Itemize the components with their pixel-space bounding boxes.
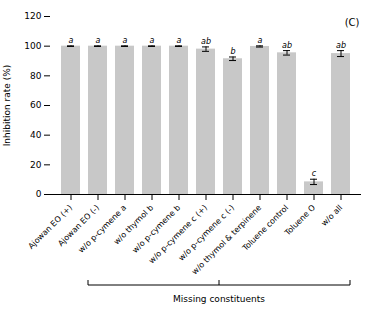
svg-text:w/o p-cymene a: w/o p-cymene a	[77, 203, 129, 255]
svg-text:w/o p-cymene c (+): w/o p-cymene c (+)	[147, 203, 210, 266]
svg-text:ab: ab	[201, 37, 211, 46]
svg-text:Ajowan EO (-): Ajowan EO (-)	[56, 203, 102, 249]
svg-text:100: 100	[24, 41, 41, 51]
svg-text:(C): (C)	[345, 17, 360, 28]
svg-text:120: 120	[24, 11, 41, 21]
svg-text:ab: ab	[336, 41, 346, 50]
svg-text:b: b	[230, 47, 235, 56]
svg-text:a: a	[177, 36, 182, 45]
svg-text:0: 0	[36, 189, 42, 199]
svg-text:20: 20	[30, 160, 42, 170]
svg-text:Missing constituents: Missing constituents	[173, 294, 265, 304]
svg-text:80: 80	[30, 71, 42, 81]
svg-text:Toluene control: Toluene control	[240, 203, 290, 253]
svg-text:a: a	[123, 36, 128, 45]
svg-text:Ajowan EO (+): Ajowan EO (+)	[26, 203, 74, 251]
svg-text:a: a	[96, 36, 101, 45]
svg-text:w/o thymol & terpinene: w/o thymol & terpinene	[190, 203, 264, 277]
svg-text:a: a	[258, 36, 263, 45]
svg-text:40: 40	[30, 130, 42, 140]
svg-text:c: c	[312, 169, 317, 178]
svg-text:w/o thymol b: w/o thymol b	[112, 203, 156, 247]
svg-text:w/o p-cymene c (-): w/o p-cymene c (-)	[176, 203, 237, 263]
svg-text:Inhibition rate (%): Inhibition rate (%)	[2, 65, 12, 147]
svg-text:ab: ab	[282, 41, 292, 50]
svg-text:w/o p-cymene b: w/o p-cymene b	[131, 203, 183, 255]
svg-text:a: a	[150, 36, 155, 45]
svg-text:60: 60	[30, 100, 42, 110]
svg-text:w/o all: w/o all	[319, 203, 344, 228]
svg-text:a: a	[69, 36, 74, 45]
svg-text:Toluene O: Toluene O	[282, 203, 317, 238]
